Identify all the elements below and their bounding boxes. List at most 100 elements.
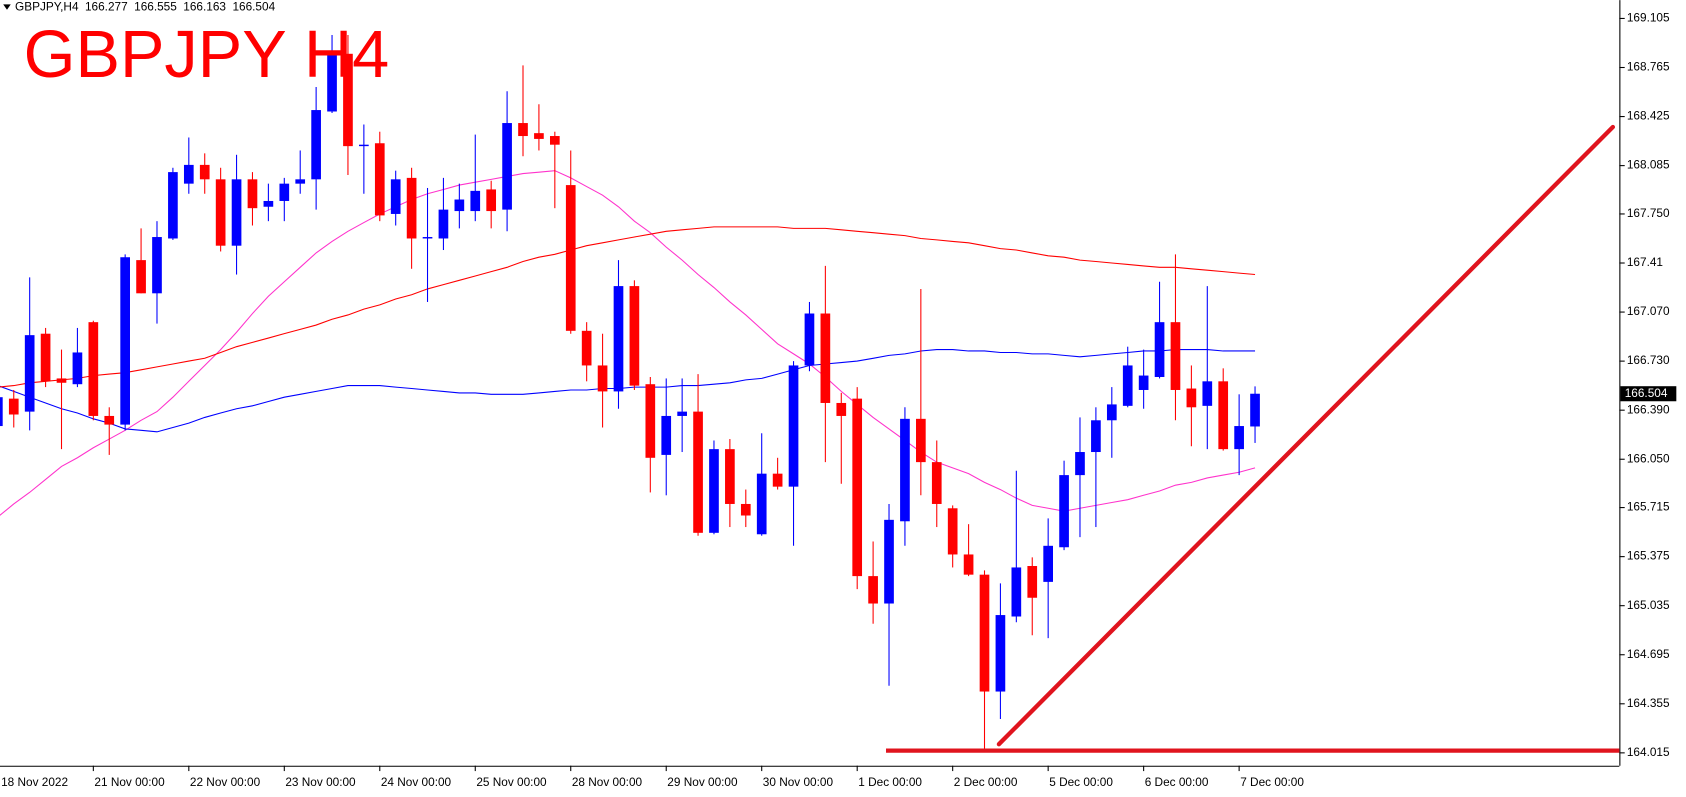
candle-body xyxy=(947,508,958,555)
candle-body xyxy=(916,418,926,463)
y-tick-label: 165.375 xyxy=(1627,549,1670,563)
candle-body xyxy=(661,415,672,455)
candle-body xyxy=(359,144,369,147)
x-tick-label: 1 Dec 00:00 xyxy=(858,775,922,789)
header-close: 166.504 xyxy=(232,0,275,14)
candle-body xyxy=(1091,420,1101,453)
y-tick-label: 168.765 xyxy=(1627,60,1670,74)
x-tick-label: 23 Nov 00:00 xyxy=(285,775,356,789)
candle-body xyxy=(88,322,99,416)
candle-body xyxy=(1186,388,1197,408)
candle-body xyxy=(518,123,528,137)
candle-body xyxy=(72,352,83,385)
candle-body xyxy=(645,384,656,458)
candle-body xyxy=(152,237,162,294)
current-price-box xyxy=(1620,386,1677,402)
trend-line xyxy=(996,124,1616,747)
candle-body xyxy=(1059,475,1069,548)
x-tick-label: 6 Dec 00:00 xyxy=(1145,775,1209,789)
y-tick-label: 166.390 xyxy=(1627,402,1670,416)
candle-body xyxy=(56,378,67,383)
candle-body xyxy=(120,257,130,425)
current-price-label: 166.504 xyxy=(1625,386,1668,400)
chart-title: GBPJPY H4 xyxy=(24,18,390,92)
candle-body xyxy=(709,449,719,533)
candle-body xyxy=(868,576,878,604)
y-tick-label: 164.695 xyxy=(1627,647,1670,661)
header: GBPJPY,H4 166.277 166.555 166.163 166.504 xyxy=(15,0,276,14)
candle-body xyxy=(740,503,751,516)
candle-body xyxy=(725,449,735,504)
candle-body xyxy=(279,183,290,201)
x-tick-label: 7 Dec 00:00 xyxy=(1240,775,1304,789)
y-tick-label: 165.715 xyxy=(1627,500,1670,514)
candle-body xyxy=(1027,566,1038,598)
y-tick-label: 165.035 xyxy=(1627,598,1670,612)
candle-body xyxy=(677,411,687,416)
header-symbol: GBPJPY,H4 xyxy=(15,0,79,14)
candle-body xyxy=(199,164,210,180)
candle-body xyxy=(454,199,465,212)
candle-body xyxy=(820,313,831,403)
candle-body xyxy=(104,415,115,425)
candle-body xyxy=(422,237,433,239)
candle-body xyxy=(884,519,894,604)
candle-body xyxy=(1218,381,1229,450)
candle-body xyxy=(1106,404,1117,421)
candle-body xyxy=(8,398,19,415)
candle-body xyxy=(486,189,497,212)
candle-body xyxy=(263,200,274,207)
candle-body xyxy=(788,365,799,487)
candle-body xyxy=(470,190,481,212)
candle-body xyxy=(1234,426,1244,450)
header-open: 166.277 xyxy=(85,0,128,14)
plot-area xyxy=(0,35,1260,750)
candle-body xyxy=(183,164,194,184)
candle-body xyxy=(963,554,974,575)
candle-body xyxy=(836,402,847,416)
candle-body xyxy=(1154,322,1165,377)
candle-body xyxy=(390,179,401,214)
candle-body xyxy=(374,143,385,216)
moving-average xyxy=(0,170,1256,516)
x-tick-label: 29 Nov 00:00 xyxy=(667,775,738,789)
y-tick-label: 169.105 xyxy=(1627,11,1670,25)
x-tick-label: 18 Nov 2022 xyxy=(1,775,68,789)
candle-body xyxy=(1250,393,1260,427)
candle-body xyxy=(1170,322,1181,390)
y-tick-label: 167.750 xyxy=(1627,206,1670,220)
candle-body xyxy=(852,398,863,577)
menu-arrow xyxy=(3,4,11,10)
y-tick-label: 164.355 xyxy=(1627,696,1670,710)
candle-body xyxy=(1011,567,1022,617)
candle-body xyxy=(534,133,544,139)
moving-average xyxy=(0,349,1256,433)
candle-body xyxy=(931,462,942,504)
header-high: 166.555 xyxy=(134,0,177,14)
y-tick-label: 168.425 xyxy=(1627,109,1670,123)
x-tick-label: 28 Nov 00:00 xyxy=(572,775,643,789)
y-tick-label: 167.41 xyxy=(1627,255,1663,269)
candle-body xyxy=(327,53,337,112)
candle-body xyxy=(24,335,35,412)
candle-body xyxy=(295,179,306,184)
candle-body xyxy=(900,418,910,522)
candle-body xyxy=(549,136,560,145)
y-tick-label: 167.070 xyxy=(1627,304,1670,318)
candle-body xyxy=(311,110,321,180)
candle-body xyxy=(804,313,815,366)
x-tick-label: 22 Nov 00:00 xyxy=(190,775,261,789)
candle-body xyxy=(1122,365,1133,406)
candle-body xyxy=(772,473,783,487)
candle-body xyxy=(0,397,3,427)
candle-body xyxy=(1075,452,1085,476)
y-tick-label: 168.085 xyxy=(1627,158,1670,172)
candle-body xyxy=(693,411,703,533)
x-tick-label: 25 Nov 00:00 xyxy=(476,775,547,789)
y-tick-label: 166.050 xyxy=(1627,451,1670,465)
candle-body xyxy=(629,286,640,386)
candle-body xyxy=(215,179,226,246)
